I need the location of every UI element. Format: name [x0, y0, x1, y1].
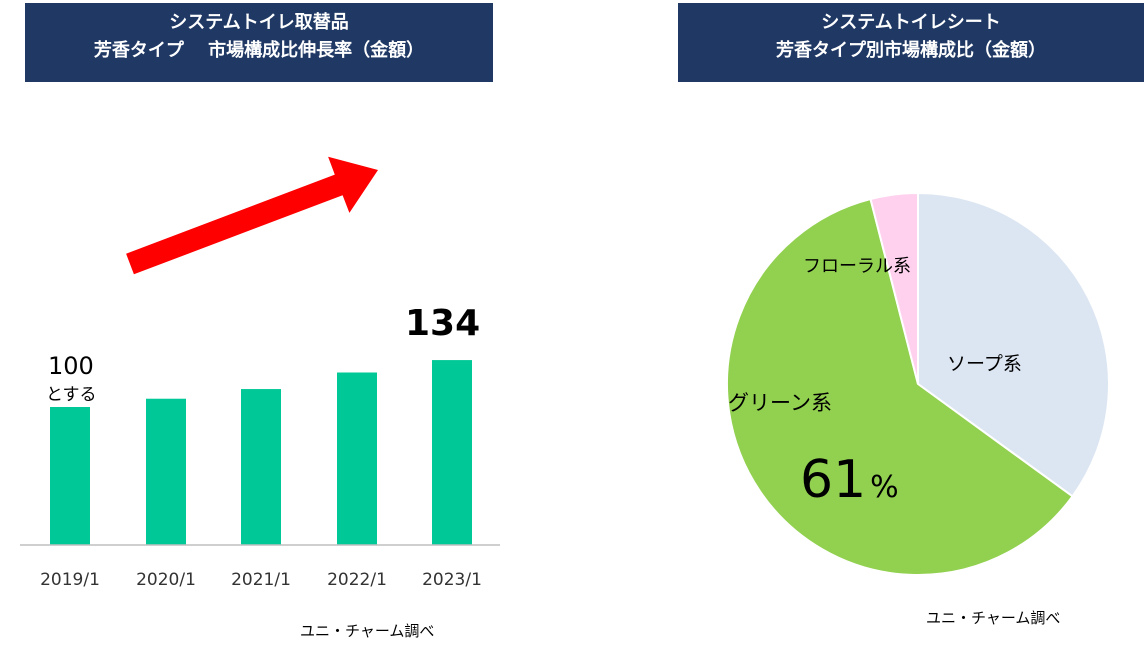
x-tick-label: 2022/1 — [327, 570, 387, 590]
pie-chart-title-line2: 芳香タイプ別市場構成比（金額） — [776, 40, 1046, 61]
slice-value-number: 61 — [800, 450, 866, 510]
x-tick-label: 2019/1 — [40, 570, 100, 590]
pie-chart-title-line1: システムトイレシート — [821, 12, 1001, 33]
bar-chart-source-note: ユニ・チャーム調べ — [300, 622, 435, 640]
pie-chart-source-note: ユニ・チャーム調べ — [926, 609, 1061, 627]
bar-2020/1 — [146, 398, 186, 545]
slice-value-green: 61% — [800, 450, 899, 510]
pie-chart-title-banner: システムトイレシート 芳香タイプ別市場構成比（金額） — [678, 3, 1144, 82]
slice-value-unit: % — [870, 470, 899, 505]
slice-label-soap: ソープ系 — [947, 353, 1022, 375]
bar-chart-title-line1: システムトイレ取替品 — [169, 12, 349, 33]
bar-chart-title-line2: 芳香タイプ 市場構成比伸長率（金額） — [93, 40, 425, 61]
bar-chart: 2019/1 2020/1 2021/1 2022/1 2023/1 100 とする 134 — [20, 156, 500, 590]
x-tick-label: 2020/1 — [136, 570, 196, 590]
pie-slice-0 — [917, 191, 1110, 498]
growth-arrow — [126, 156, 378, 275]
slice-label-green: グリーン系 — [728, 391, 832, 415]
pie-slice-2 — [869, 191, 919, 385]
bar-2022/1 — [337, 372, 377, 545]
end-value-label: 134 — [405, 303, 480, 344]
start-value-label: 100 — [48, 352, 94, 380]
bar-2023/1 — [432, 360, 472, 545]
x-tick-label: 2021/1 — [231, 570, 291, 590]
slice-label-floral: フローラル系 — [803, 256, 911, 277]
x-tick-label: 2023/1 — [422, 570, 482, 590]
bar-2021/1 — [241, 389, 281, 545]
bar-chart-title-banner: システムトイレ取替品 芳香タイプ 市場構成比伸長率（金額） — [25, 3, 493, 82]
start-note-label: とする — [46, 385, 97, 405]
bar-2019/1 — [50, 407, 90, 545]
pie-slice-1 — [726, 197, 1074, 576]
